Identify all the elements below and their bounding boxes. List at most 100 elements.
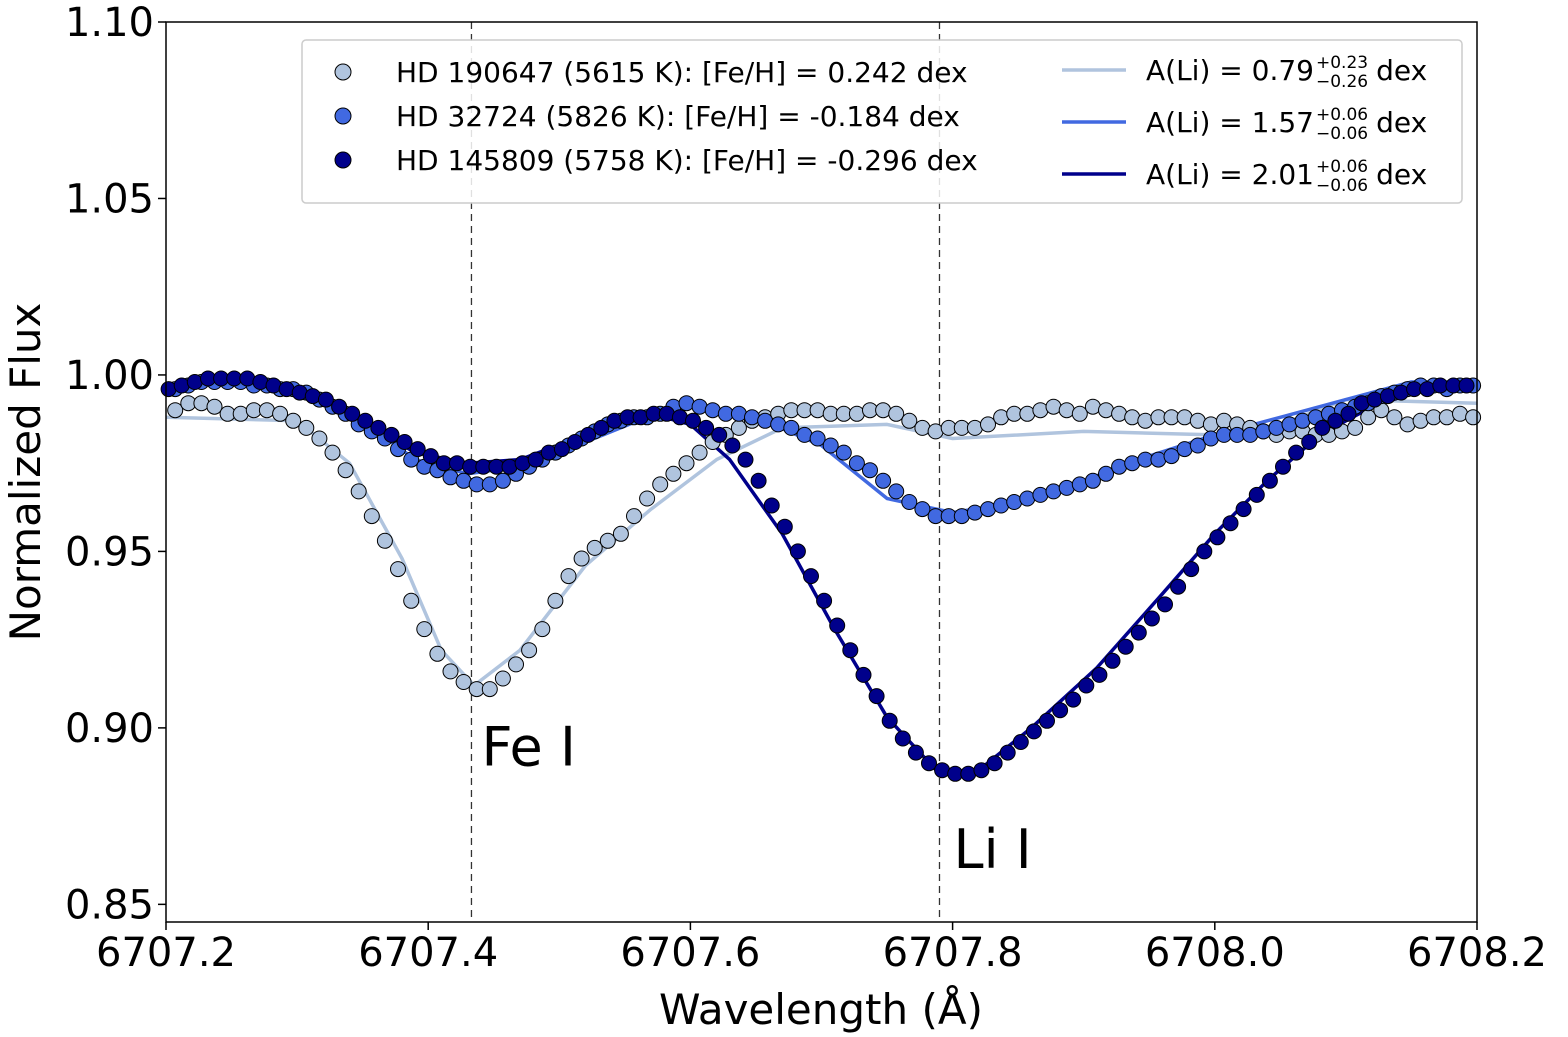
data-point [1078,677,1095,694]
data-point [540,444,557,461]
data-point [632,409,649,426]
data-point [875,472,892,489]
data-point [757,412,774,429]
data-point [1111,458,1128,475]
data-point [1347,419,1364,436]
data-point [1065,691,1082,708]
legend-fit-lower-error: −0.06 [1316,124,1368,144]
data-point [901,412,918,429]
legend-fit-upper-error: +0.06 [1316,105,1368,125]
legend-fit-upper-error: +0.23 [1316,53,1368,73]
data-point [173,377,190,394]
data-point [1458,377,1475,394]
data-point [416,621,433,638]
data-point [796,426,813,443]
data-point [1288,444,1305,461]
data-point [921,755,937,772]
line-label: Fe I [481,716,575,779]
data-point [1294,412,1311,429]
data-point [1071,405,1088,422]
data-point [481,681,498,698]
data-point [678,455,695,472]
data-point [1340,405,1357,422]
data-point [239,370,256,387]
legend-fit-unit: dex [1376,158,1427,191]
data-point [1189,437,1206,454]
data-point [665,465,682,482]
data-point [1176,441,1193,458]
legend-marker [334,63,352,81]
legend-fit-lower-error: −0.06 [1316,176,1368,196]
data-point [1150,451,1167,468]
data-point [1255,423,1272,440]
data-point [442,663,459,680]
data-point [291,384,308,401]
data-point [1019,490,1036,507]
data-point [1235,501,1252,518]
legend: HD 190647 (5615 K): [Fe/H] = 0.242 dex HD… [301,39,1463,204]
data-point [711,426,728,443]
data-point [1314,419,1331,436]
data-point [580,426,597,443]
y-axis-title: Normalized Flux [1,303,50,642]
data-point [678,395,695,412]
data-point [1111,405,1128,422]
data-point [730,419,747,436]
data-point [1353,395,1370,412]
data-point [521,642,538,659]
data-point [1202,430,1219,447]
data-point [403,592,420,609]
data-point [750,472,767,489]
data-point [842,642,859,659]
data-point [1465,409,1482,426]
data-point [206,398,223,415]
legend-label: HD 145809 (5758 K): [Fe/H] = -0.296 dex [396,144,978,177]
x-tick-label: 6707.6 [620,930,760,976]
x-tick-label: 6707.2 [96,930,236,976]
y-tick-label: 0.85 [65,882,154,928]
data-point [481,476,498,493]
data-point [186,374,203,390]
data-point [285,412,302,429]
data-point [1124,409,1141,426]
data-point [901,494,918,510]
data-point [1045,398,1062,415]
data-point [1216,412,1232,429]
legend-fit-label: A(Li) = 0.79 [1146,54,1314,87]
data-point [1143,610,1160,627]
data-point [737,451,754,468]
data-point [409,441,426,458]
y-tick-label: 0.90 [65,706,154,752]
data-point [508,656,524,673]
y-tick-label: 1.10 [65,0,154,46]
data-point [1419,381,1436,398]
data-point [980,501,996,518]
data-point [639,490,656,507]
data-point [560,568,577,585]
legend-fit-label: A(Li) = 2.01 [1146,158,1314,191]
data-point [1202,416,1219,433]
data-point [599,532,616,549]
legend-fit-label: A(Li) = 1.57 [1146,106,1314,139]
data-point [888,483,905,500]
data-point [881,712,898,729]
data-point [816,592,833,609]
data-point [383,426,400,443]
data-point [914,419,931,436]
data-point [494,472,511,489]
data-point [1163,448,1180,465]
data-point [1366,391,1383,408]
data-point [685,412,701,429]
data-point [586,539,603,556]
data-point [232,405,249,422]
data-point [396,434,413,450]
data-point [789,543,806,560]
data-point [1281,416,1298,433]
data-point [573,550,590,567]
data-point [724,437,741,454]
data-point [730,405,747,422]
x-tick-label: 6708.2 [1407,930,1547,976]
data-point [960,765,977,782]
data-point [363,508,380,525]
data-point [855,666,872,683]
